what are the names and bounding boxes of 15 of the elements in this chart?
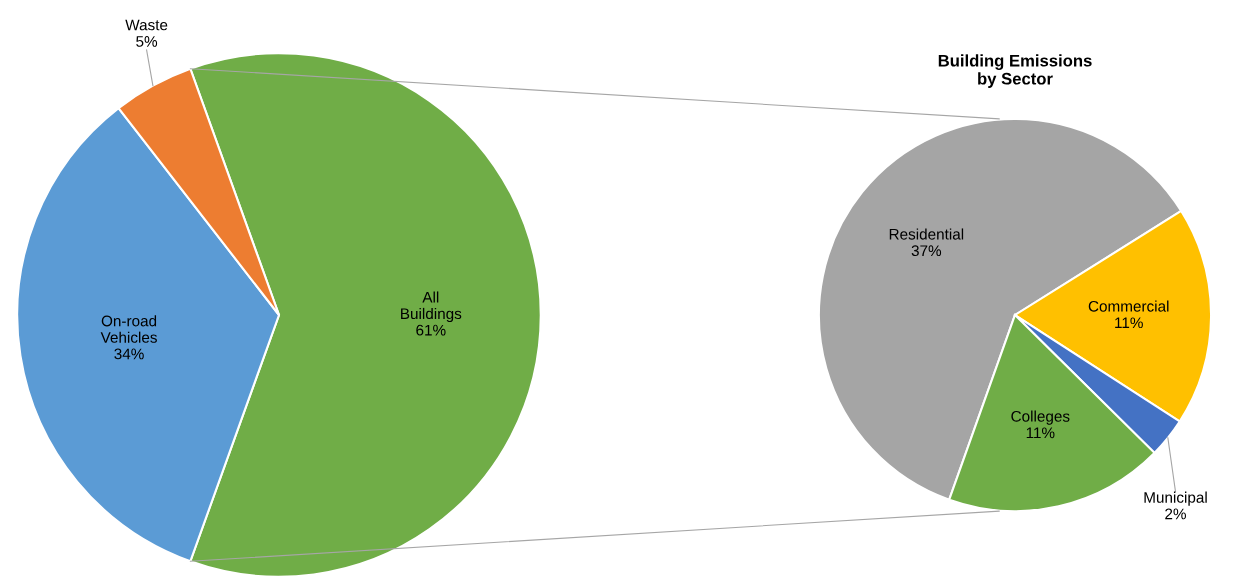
data-label: 37% (911, 245, 942, 257)
data-label: 2% (1165, 508, 1186, 520)
data-label: 34% (114, 348, 144, 360)
data-label: 5% (136, 36, 158, 47)
slice-label: On-road Vehicles (100, 315, 157, 343)
data-label: 11% (1115, 317, 1143, 329)
slice-label: Municipal (1144, 491, 1207, 506)
chart-title: Building Emissions by Sector (938, 54, 1092, 88)
data-label: 11% (1026, 427, 1055, 439)
slice-label: Commercial (1088, 300, 1169, 312)
slice-label: Residential (889, 228, 964, 240)
slice-label: Waste (125, 19, 168, 31)
slice-label: All Buildings (401, 291, 462, 323)
slice-label: Colleges (1011, 410, 1070, 425)
data-label: 61% (416, 324, 446, 336)
